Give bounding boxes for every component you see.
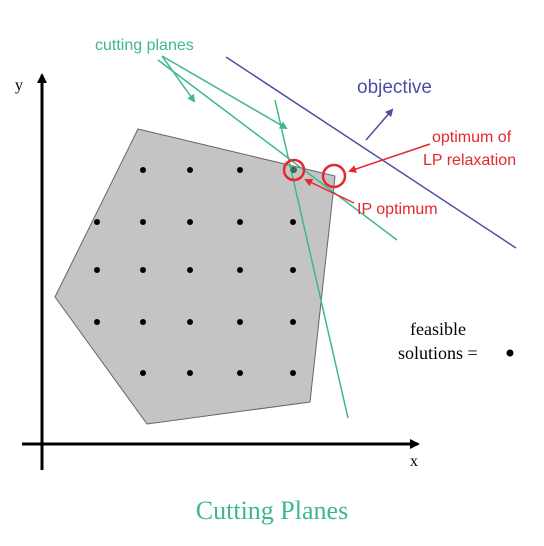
integer-point (140, 267, 146, 273)
integer-point (187, 267, 193, 273)
cutting-plane-arrow-1 (161, 55, 196, 103)
integer-point (94, 219, 100, 225)
ip-optimum-point (291, 167, 297, 173)
integer-point (187, 167, 193, 173)
integer-point (237, 219, 243, 225)
integer-point (237, 319, 243, 325)
ip-optimum-marker (282, 158, 306, 182)
ip-optimum-label: IP optimum (357, 201, 438, 218)
integer-point (290, 319, 296, 325)
feasible-legend-dot (506, 349, 514, 357)
integer-point (140, 370, 146, 376)
objective-line (225, 56, 517, 249)
x-axis-label: x (410, 453, 418, 470)
integer-point (237, 167, 243, 173)
integer-point (290, 219, 296, 225)
cutting-plane-line-2 (274, 99, 349, 419)
y-axis-label: y (15, 77, 23, 94)
integer-point (140, 319, 146, 325)
feasible-label-line2: solutions = (398, 343, 478, 363)
cutting-planes-label: cutting planes (95, 37, 194, 54)
integer-points (94, 167, 296, 376)
integer-point (290, 267, 296, 273)
lp-optimum-marker (321, 163, 347, 189)
integer-point (237, 370, 243, 376)
cutting-plane-line-1 (157, 59, 398, 241)
integer-point (140, 219, 146, 225)
integer-point (187, 219, 193, 225)
feasible-region (54, 128, 336, 425)
objective-label: objective (357, 77, 432, 98)
lp-optimum-label-line2: LP relaxation (423, 152, 516, 169)
integer-point (140, 167, 146, 173)
objective-arrow (365, 108, 394, 141)
integer-point (187, 370, 193, 376)
integer-point (237, 267, 243, 273)
lp-optimum-arrow (348, 143, 431, 173)
integer-point (187, 319, 193, 325)
integer-point (94, 319, 100, 325)
lp-optimum-label-line1: optimum of (432, 129, 512, 146)
feasible-label-line1: feasible (410, 319, 466, 339)
integer-point (94, 267, 100, 273)
cutting-plane-arrow-2 (161, 55, 288, 130)
caption-title: Cutting Planes (196, 496, 348, 525)
integer-point (290, 370, 296, 376)
ip-optimum-arrow (304, 178, 355, 204)
